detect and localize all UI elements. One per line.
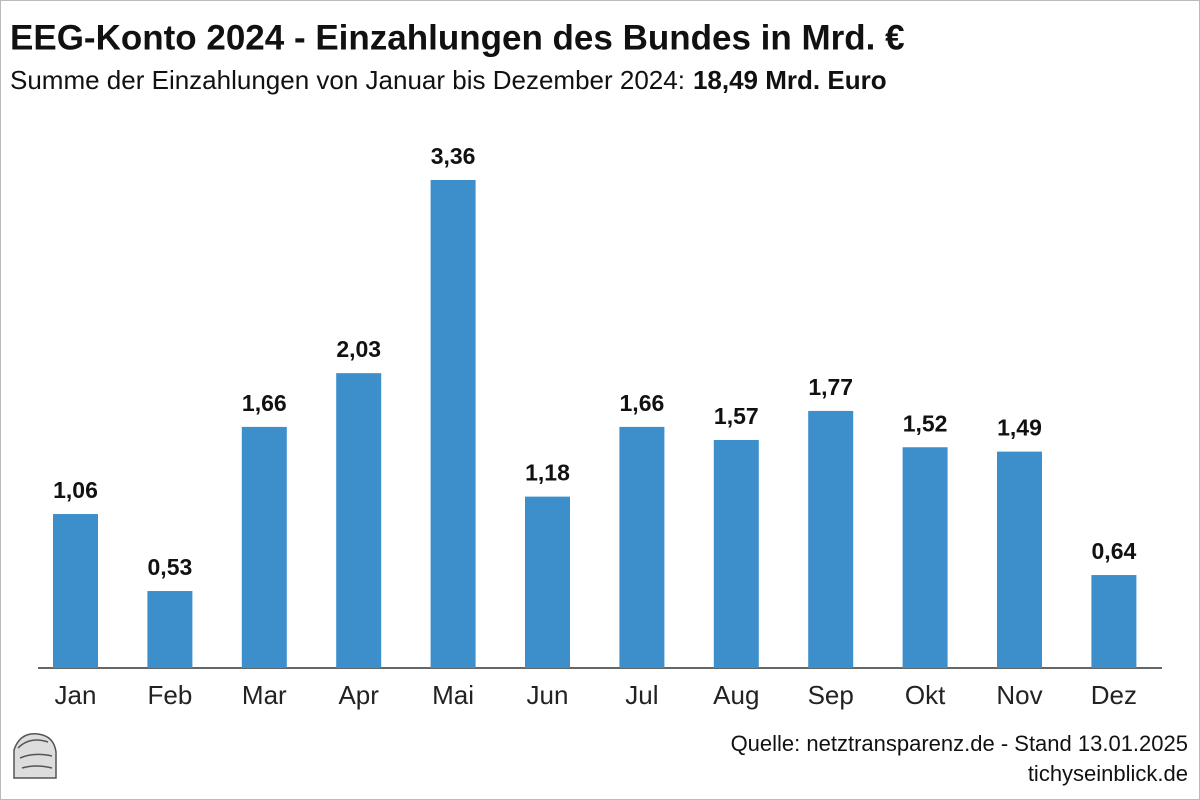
x-tick-label: Jul (625, 680, 658, 710)
bar (902, 447, 948, 668)
value-label: 1,49 (997, 415, 1042, 441)
bar (241, 426, 287, 668)
bar (808, 410, 854, 668)
bar (53, 514, 98, 668)
x-tick-label: Jun (527, 680, 569, 710)
bar (525, 496, 570, 668)
value-label: 0,53 (148, 554, 193, 580)
value-label: 1,66 (620, 390, 665, 416)
bar (997, 451, 1042, 668)
x-tick-label: Nov (996, 680, 1042, 710)
bar (619, 426, 665, 668)
bar (147, 591, 193, 668)
value-label: 1,06 (53, 477, 98, 503)
value-label: 1,66 (242, 390, 287, 416)
website: tichyseinblick.de (1028, 761, 1188, 786)
x-tick-label: Feb (147, 680, 192, 710)
x-tick-label: Aug (713, 680, 759, 710)
value-label: 1,18 (525, 460, 570, 486)
value-label: 1,77 (808, 374, 853, 400)
value-label: 3,36 (431, 143, 476, 169)
x-tick-label: Mai (432, 680, 474, 710)
bar (430, 180, 476, 668)
logo (13, 733, 57, 779)
x-tick-label: Dez (1091, 680, 1137, 710)
x-tick-label: Mar (242, 680, 287, 710)
x-tick-label: Okt (905, 680, 946, 710)
value-label: 1,57 (714, 403, 759, 429)
x-tick-label: Sep (808, 680, 854, 710)
subtitle-text: Summe der Einzahlungen von Januar bis De… (10, 65, 685, 95)
value-label: 2,03 (336, 336, 381, 362)
x-tick-label: Apr (338, 680, 379, 710)
bar (336, 373, 382, 668)
subtitle-total: 18,49 Mrd. Euro (693, 65, 887, 95)
bar (1091, 575, 1137, 668)
value-label: 0,64 (1092, 538, 1137, 564)
value-label: 1,52 (903, 410, 948, 436)
subtitle: Summe der Einzahlungen von Januar bis De… (10, 65, 887, 95)
bar (713, 439, 759, 668)
source: Quelle: netztransparenz.de - Stand 13.01… (731, 731, 1188, 756)
chart-title: EEG-Konto 2024 - Einzahlungen des Bundes… (10, 18, 905, 57)
x-tick-label: Jan (55, 680, 97, 710)
